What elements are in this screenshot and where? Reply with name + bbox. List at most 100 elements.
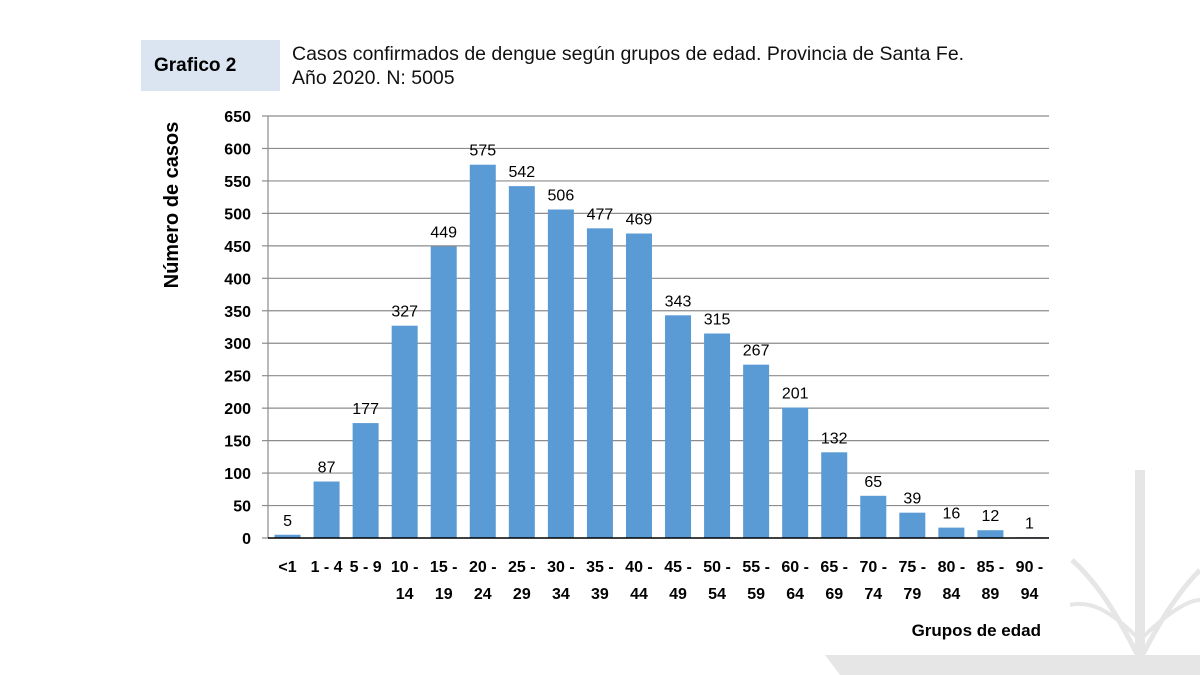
data-label: 1: [1025, 515, 1034, 532]
data-label: 449: [430, 224, 457, 241]
x-tick-label: 14: [396, 586, 414, 603]
figure-label: Grafico 2: [141, 40, 280, 91]
bar: [430, 246, 457, 538]
y-tick-label: 500: [224, 206, 251, 223]
y-tick-label: 150: [224, 434, 251, 451]
x-tick-label: 44: [630, 586, 648, 603]
data-label: 469: [626, 212, 653, 229]
y-tick-label: 100: [224, 466, 251, 483]
y-tick-label: 0: [242, 531, 251, 548]
x-tick-label: 15 -: [430, 559, 458, 576]
y-tick-label: 650: [224, 109, 251, 126]
x-tick-label: 20 -: [469, 559, 497, 576]
y-tick-label: 250: [224, 369, 251, 386]
x-tick-label: 50 -: [703, 559, 731, 576]
chart-title: Casos confirmados de dengue según grupos…: [292, 42, 1092, 90]
bar: [899, 512, 926, 538]
x-tick-label: 80 -: [938, 559, 966, 576]
x-tick-label: 19: [435, 586, 453, 603]
x-tick-label: 69: [825, 586, 843, 603]
bar: [547, 209, 574, 538]
bar: [938, 527, 965, 538]
data-label: 16: [942, 506, 960, 523]
x-tick-label: 40 -: [625, 559, 653, 576]
data-label: 506: [548, 187, 575, 204]
bar: [625, 233, 652, 538]
data-label: 12: [982, 508, 1000, 525]
x-tick-label: 79: [903, 586, 921, 603]
y-tick-label: 350: [224, 304, 251, 321]
data-label: 132: [821, 430, 848, 447]
x-tick-label: 45 -: [664, 559, 692, 576]
data-label: 327: [391, 304, 418, 321]
x-tick-label: 55 -: [742, 559, 770, 576]
x-tick-label: 49: [669, 586, 687, 603]
watermark-branch-left: [1070, 558, 1143, 662]
x-tick-label: 5 - 9: [350, 559, 382, 576]
y-tick-label: 450: [224, 239, 251, 256]
x-tick-label: 74: [864, 586, 882, 603]
x-tick-label: 39: [591, 586, 609, 603]
data-label: 267: [743, 343, 770, 360]
y-tick-label: 300: [224, 336, 251, 353]
bar: [782, 407, 809, 538]
x-tick-label: 90 -: [1016, 559, 1044, 576]
bar: [704, 333, 731, 538]
data-label: 201: [782, 386, 809, 403]
y-tick-label: 550: [224, 174, 251, 191]
x-tick-label: 35 -: [586, 559, 614, 576]
watermark-shapes: [825, 470, 1200, 675]
data-label: 343: [665, 293, 692, 310]
y-tick-label: 600: [224, 141, 251, 158]
x-tick-label: 65 -: [820, 559, 848, 576]
data-label: 542: [508, 164, 535, 181]
bar: [821, 452, 848, 538]
chart-title-line-1: Casos confirmados de dengue según grupos…: [292, 43, 965, 65]
bar: [391, 325, 418, 538]
data-label: 5: [283, 513, 292, 530]
data-label: 477: [587, 206, 614, 223]
x-tick-label: 94: [1021, 586, 1039, 603]
bar: [743, 364, 770, 538]
bar: [469, 164, 496, 538]
data-label: 39: [903, 491, 921, 508]
x-tick-label: 10 -: [391, 559, 419, 576]
data-label: 315: [704, 311, 731, 328]
bar: [508, 186, 535, 538]
x-tick-label: 75 -: [899, 559, 927, 576]
watermark-branch-low-right: [1138, 598, 1200, 642]
data-label: 575: [469, 143, 496, 160]
bar: [665, 315, 692, 538]
x-axis-title: Grupos de edad: [912, 621, 1041, 640]
bar: [313, 481, 340, 538]
bar: [274, 534, 301, 538]
y-tick-label: 400: [224, 271, 251, 288]
x-tick-label: 34: [552, 586, 570, 603]
x-tick-label: 1 - 4: [311, 559, 343, 576]
x-tick-label: 29: [513, 586, 531, 603]
x-tick-label: 84: [942, 586, 960, 603]
data-label: 65: [864, 474, 882, 491]
chart-title-line-2: Año 2020. N: 5005: [292, 67, 455, 89]
x-tick-label: 64: [786, 586, 804, 603]
x-tick-label: 60 -: [781, 559, 809, 576]
watermark-branch-low-left: [1069, 601, 1142, 642]
watermark-branch-right: [1137, 568, 1200, 662]
bar: [860, 495, 887, 538]
x-tick-label: 85 -: [977, 559, 1005, 576]
bar: [586, 228, 613, 538]
y-tick-label: 200: [224, 401, 251, 418]
bar: [977, 530, 1004, 538]
y-tick-label: 50: [233, 499, 251, 516]
x-tick-label: 89: [982, 586, 1000, 603]
x-tick-label: 25 -: [508, 559, 536, 576]
data-label: 177: [352, 401, 379, 418]
y-axis-title: Número de casos: [161, 122, 183, 289]
bar: [352, 423, 379, 538]
x-tick-label: 54: [708, 586, 726, 603]
x-tick-label: 30 -: [547, 559, 575, 576]
x-tick-label: 59: [747, 586, 765, 603]
x-tick-label: 70 -: [859, 559, 887, 576]
